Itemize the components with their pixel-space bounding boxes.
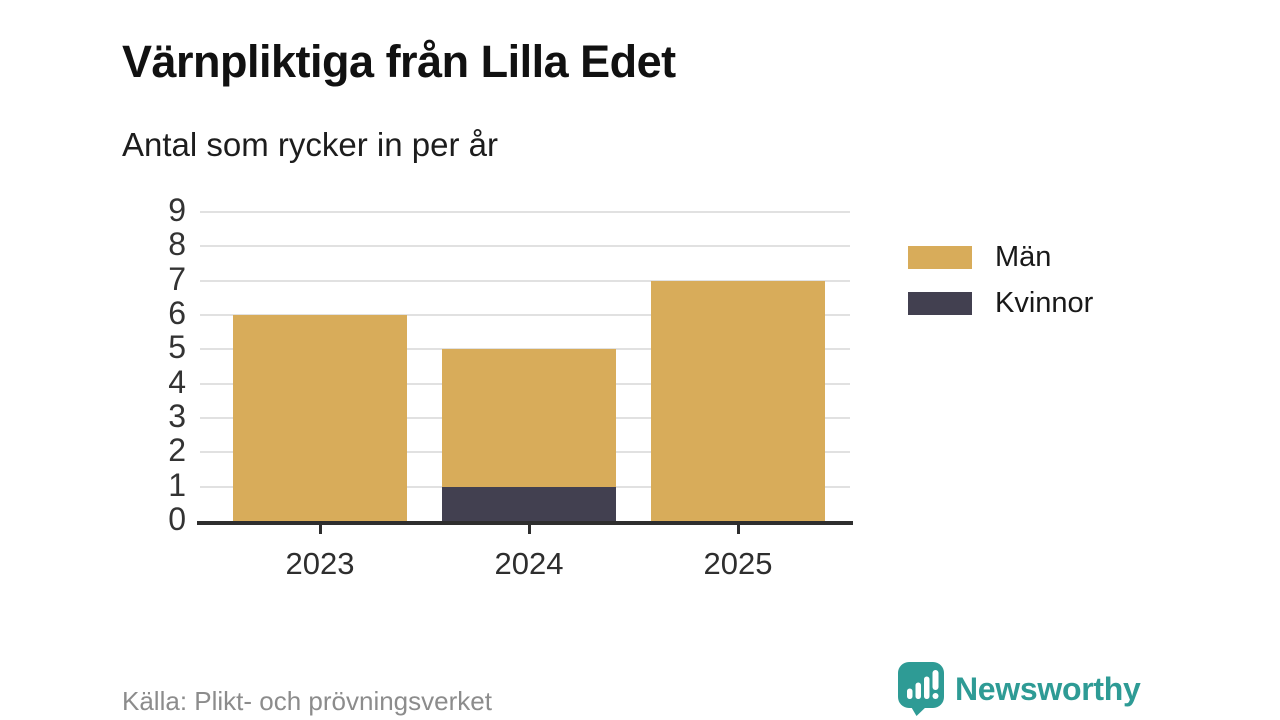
brand-name: Newsworthy — [955, 670, 1141, 707]
y-axis-tick-label: 1 — [168, 466, 186, 503]
bar-2025-Män — [651, 280, 825, 521]
y-axis-tick-label: 8 — [168, 226, 186, 263]
x-axis-tick — [318, 524, 322, 534]
bar-2024-Kvinnor — [442, 486, 616, 521]
gridline-8 — [200, 245, 850, 248]
legend-item-Män: Män — [908, 241, 1093, 273]
page-title: Värnpliktiga från Lilla Edet — [122, 36, 676, 88]
y-axis-tick-label: 0 — [168, 501, 186, 538]
x-axis-tick — [736, 524, 740, 534]
y-axis-tick-label: 2 — [168, 432, 186, 469]
bar-2023-Män — [233, 315, 407, 521]
plot-area: 0 1 2 3 4 5 6 7 8 9 2023 2024 2025 — [168, 192, 853, 581]
x-axis-line — [197, 521, 853, 525]
x-axis-label-2024: 2024 — [494, 546, 564, 581]
x-axis-label-2025: 2025 — [703, 546, 773, 581]
x-axis-tick — [527, 524, 531, 534]
legend-label: Män — [995, 241, 1052, 273]
y-axis-tick-label: 5 — [168, 329, 186, 366]
gridline-5 — [200, 348, 850, 351]
y-axis-tick-label: 4 — [168, 363, 186, 400]
chart-subtitle: Antal som rycker in per år — [122, 126, 498, 163]
legend-label: Kvinnor — [995, 287, 1094, 319]
y-axis-tick-label: 3 — [168, 398, 186, 435]
legend-item-Kvinnor: Kvinnor — [908, 287, 1094, 319]
legend-swatch — [908, 292, 972, 315]
y-axis-tick-label: 6 — [168, 295, 186, 332]
newsworthy-logo: Newsworthy — [898, 662, 1141, 716]
source-note: Källa: Plikt- och prövningsverket — [122, 686, 492, 716]
legend-swatch — [908, 246, 972, 269]
x-axis-label-2023: 2023 — [285, 546, 355, 581]
speech-bubble-bar-chart-icon — [898, 662, 944, 716]
gridline-7 — [200, 279, 850, 282]
gridline-9 — [200, 211, 850, 213]
bar-2024-Män — [442, 349, 616, 487]
y-axis-tick-label: 9 — [168, 192, 186, 229]
chart-legend: Män Kvinnor — [908, 241, 1094, 338]
y-axis-tick-label: 7 — [168, 260, 186, 297]
gridline-6 — [200, 314, 850, 316]
